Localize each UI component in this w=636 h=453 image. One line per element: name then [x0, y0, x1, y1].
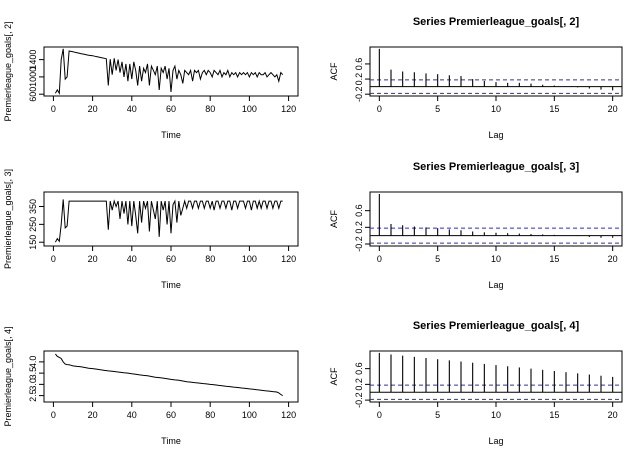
panel-acf2: 0 5 10 15 20 -0.2 0.2 0.6 Lag ACF Series Premierle…	[329, 161, 623, 290]
x-tick-label: 0	[377, 254, 382, 264]
y-tick-label: 1400	[28, 50, 38, 70]
y-tick-label: 4.0	[28, 356, 38, 369]
x-tick-label: 100	[242, 254, 257, 264]
x-tick-label: 40	[127, 254, 137, 264]
y-tick-label: -0.2	[354, 86, 364, 102]
y-tick-label: 600	[28, 87, 38, 102]
series-line	[55, 353, 283, 397]
y-tick-label: 350	[28, 199, 38, 214]
plot-frame	[43, 191, 299, 247]
y-axis-title: Premierleague_goals[, 2]	[3, 21, 13, 121]
x-axis-title: Lag	[488, 436, 503, 446]
panel-title: Series Premierleague_goals[, 4]	[413, 320, 580, 332]
x-tick-label: 15	[549, 410, 559, 420]
series-line	[54, 199, 283, 243]
x-tick-label: 0	[51, 410, 56, 420]
series-line	[54, 48, 284, 95]
x-tick-label: 20	[88, 254, 98, 264]
x-tick-label: 120	[281, 104, 296, 114]
x-axis-title: Time	[161, 436, 181, 446]
plot-frame	[43, 350, 299, 403]
y-tick-label: 0.6	[354, 204, 364, 217]
x-axis-title: Lag	[488, 280, 503, 290]
plot-frame	[369, 46, 623, 97]
y-tick-label: 3.0	[28, 378, 38, 391]
plot-frame	[369, 191, 623, 247]
y-tick-label: 3.5	[28, 367, 38, 380]
y-tick-label: 0.6	[354, 58, 364, 71]
x-tick-label: 100	[242, 410, 257, 420]
x-tick-label: 120	[281, 410, 296, 420]
y-axis-title: ACF	[329, 62, 339, 81]
y-tick-label: 0.2	[354, 378, 364, 391]
x-tick-label: 80	[205, 254, 215, 264]
y-tick-label: 0.2	[354, 73, 364, 86]
x-axis-title: Lag	[488, 130, 503, 140]
x-axis-title: Time	[161, 280, 181, 290]
x-tick-label: 0	[51, 104, 56, 114]
x-tick-label: 0	[51, 254, 56, 264]
panel-acf3: 0 5 10 15 20 -0.20.2 0.6 Lag ACF Series Premierle…	[329, 320, 623, 446]
y-tick-label: -0.2	[354, 236, 364, 252]
x-tick-label: 60	[166, 104, 176, 114]
x-tick-label: 20	[608, 254, 618, 264]
x-tick-label: 120	[281, 254, 296, 264]
x-tick-label: 5	[435, 410, 440, 420]
x-tick-label: 20	[88, 104, 98, 114]
y-tick-label: -0.2	[354, 392, 364, 408]
y-tick-label: 2.5	[28, 389, 38, 402]
x-tick-label: 80	[205, 410, 215, 420]
panel-ts3: 0 20 40 60 80 100 120 2.53.03.54.0 Time Premierle…	[3, 326, 299, 446]
y-tick-label: 150	[28, 235, 38, 250]
y-tick-label: 0.2	[354, 221, 364, 234]
x-tick-label: 40	[127, 104, 137, 114]
x-tick-label: 5	[435, 254, 440, 264]
x-tick-label: 80	[205, 104, 215, 114]
x-tick-label: 10	[491, 410, 501, 420]
y-tick-label: 250	[28, 217, 38, 232]
x-tick-label: 0	[377, 410, 382, 420]
x-tick-label: 10	[491, 254, 501, 264]
x-tick-label: 0	[377, 104, 382, 114]
panel-ts2: 0 20 40 60 80 100 120 150 250 350 Time Premierleagu…	[3, 169, 299, 290]
x-tick-label: 20	[608, 410, 618, 420]
x-tick-label: 10	[491, 104, 501, 114]
panel-acf1: 0 5 10 15 20 -0.20.2 0.6 Lag ACF Series Premierle…	[329, 16, 623, 140]
panel-title: Series Premierleague_goals[, 3]	[413, 161, 580, 173]
x-tick-label: 15	[549, 254, 559, 264]
y-axis-title: ACF	[329, 367, 339, 386]
y-tick-label: 0.6	[354, 362, 364, 375]
x-axis-title: Time	[161, 130, 181, 140]
y-tick-label: 1000	[28, 67, 38, 87]
x-tick-label: 5	[435, 104, 440, 114]
y-axis-title: Premierleague_goals[, 3]	[3, 169, 13, 269]
x-tick-label: 20	[88, 410, 98, 420]
y-axis-title: Premierleague_goals[, 4]	[3, 326, 13, 426]
x-tick-label: 60	[166, 254, 176, 264]
x-tick-label: 40	[127, 410, 137, 420]
y-axis-title: ACF	[329, 209, 339, 228]
x-tick-label: 60	[166, 410, 176, 420]
x-tick-label: 20	[608, 104, 618, 114]
panel-title: Series Premierleague_goals[, 2]	[413, 16, 580, 28]
x-tick-label: 15	[549, 104, 559, 114]
x-tick-label: 100	[242, 104, 257, 114]
